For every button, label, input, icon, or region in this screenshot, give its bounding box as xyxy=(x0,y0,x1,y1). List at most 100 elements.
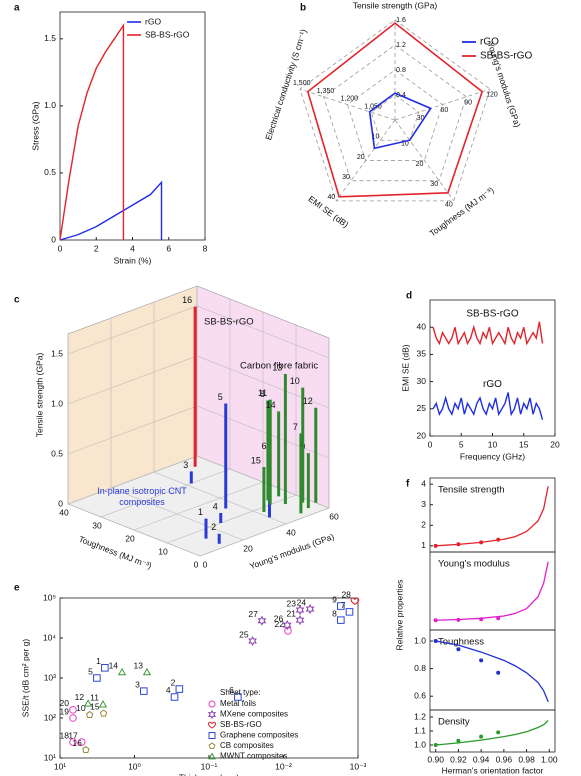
bar-label: 5 xyxy=(218,392,223,402)
y-tick-label: 4 xyxy=(421,478,426,488)
point xyxy=(99,709,108,717)
legend-marker xyxy=(208,700,216,708)
grid-line xyxy=(110,318,244,541)
legend-title: Sheet type: xyxy=(220,688,260,697)
series-line xyxy=(59,23,125,241)
x-tick-label: 0 xyxy=(428,439,433,449)
bar-label: 12 xyxy=(303,396,313,406)
data-point xyxy=(496,616,501,621)
radar-spoke xyxy=(299,88,396,121)
point xyxy=(117,667,127,676)
y-tick-label: 20 xyxy=(243,543,253,553)
panel-letter: b xyxy=(300,3,306,14)
y-tick-label: 10⁵ xyxy=(43,592,56,602)
y-tick-label: 30 xyxy=(417,376,427,386)
y-tick-label: 3 xyxy=(421,499,426,509)
point xyxy=(282,620,292,631)
legend-label: Graphene composites xyxy=(220,731,298,740)
radar-spoke xyxy=(394,119,455,202)
x-tick-label: 10¹ xyxy=(54,761,66,771)
bar-label: 10 xyxy=(290,376,300,386)
legend-label: MWNT composites xyxy=(220,752,287,761)
z-tick-label: 0.5 xyxy=(51,448,63,458)
y-tick-label: 0.5 xyxy=(44,167,56,177)
point xyxy=(234,693,242,701)
data-point xyxy=(433,743,438,747)
series-line xyxy=(59,180,163,241)
x-tick-label: 5 xyxy=(459,439,464,449)
legend-label: SB-BS-rGO xyxy=(145,29,190,39)
point-label: 12 xyxy=(75,692,85,702)
grid-line xyxy=(153,302,287,525)
y-axis-label: EMI SE (dB) xyxy=(400,344,410,391)
radar-tick-label: 1,500 xyxy=(293,80,311,87)
x-tick-label: 6 xyxy=(166,243,171,253)
panel-letter: a xyxy=(14,3,20,14)
point xyxy=(101,663,109,672)
x-tick-label: 8 xyxy=(203,243,208,253)
y-axis-label: Stress (GPa) xyxy=(30,101,40,150)
legend-marker xyxy=(208,732,216,739)
series-line xyxy=(432,321,544,346)
point xyxy=(284,627,292,635)
y-axis-label: Relative properties xyxy=(394,580,404,651)
x-axis-label: Thickness (mm) xyxy=(179,772,240,776)
legend-marker xyxy=(207,709,217,720)
point-label: 3 xyxy=(135,679,140,689)
point-label: 15 xyxy=(90,702,100,712)
legend-label: SB-BS-rGO xyxy=(220,720,262,729)
x-tick-label: 0 xyxy=(194,559,199,569)
panel-name: Young's modulus xyxy=(438,559,510,570)
radar-tick-label: 0.8 xyxy=(396,67,406,74)
radar-tick-label: 40 xyxy=(445,201,453,208)
point xyxy=(175,685,184,693)
point-label: 24 xyxy=(297,597,307,607)
point xyxy=(98,699,108,708)
point-label: 17 xyxy=(68,730,78,740)
data-point xyxy=(456,647,461,652)
data-point xyxy=(479,734,484,739)
y-tick-label: 1.2 xyxy=(414,711,426,721)
radar-series xyxy=(368,92,432,150)
y-tick-label: 10³ xyxy=(44,672,56,682)
y-tick-label: 35 xyxy=(417,349,427,359)
radar-spoke xyxy=(394,88,491,121)
model-curve xyxy=(435,640,549,702)
x-axis-label: Strain (%) xyxy=(114,255,152,265)
radar-tick-label: 120 xyxy=(486,92,498,99)
group-label: In-plane isotropic CNT composites xyxy=(97,486,187,507)
x-tick-label: 20 xyxy=(125,533,135,543)
x-tick-label: 0.92 xyxy=(450,754,467,764)
data-point xyxy=(433,618,438,623)
panel-letter: d xyxy=(406,291,412,302)
legend-label: rGO xyxy=(145,16,161,26)
z-tick-label: 0 xyxy=(58,498,63,508)
grid-line xyxy=(67,334,201,557)
point xyxy=(69,706,77,714)
y-tick-label: 1.0 xyxy=(414,739,426,749)
x-tick-label: 0.98 xyxy=(518,754,535,764)
point-label: 14 xyxy=(109,660,119,670)
radar-tick-label: 1.2 xyxy=(396,42,406,49)
series-line xyxy=(432,392,544,420)
x-tick-label: 15 xyxy=(519,439,529,449)
radar-tick-label: 10 xyxy=(401,141,409,148)
x-tick-label: 10⁻² xyxy=(275,761,292,771)
y-tick-label: 0.8 xyxy=(414,663,426,673)
x-tick-label: 0.90 xyxy=(427,754,444,764)
point xyxy=(85,710,94,719)
legend-label: MXene composites xyxy=(220,710,288,719)
point-label: 18 xyxy=(59,730,69,740)
y-tick-label: 10¹ xyxy=(44,752,56,762)
y-tick-label: 10² xyxy=(44,712,56,722)
x-axis-label: Frequency (GHz) xyxy=(460,451,525,461)
y-tick-label: 60 xyxy=(329,511,339,521)
x-tick-label: 2 xyxy=(94,243,99,253)
radar-tick-label: 1.6 xyxy=(396,17,406,24)
radar-tick-label: 30 xyxy=(417,115,425,122)
data-point xyxy=(456,542,461,547)
legend-label: CB composites xyxy=(220,741,274,750)
model-curve xyxy=(435,486,549,547)
point-label: 20 xyxy=(59,698,69,708)
